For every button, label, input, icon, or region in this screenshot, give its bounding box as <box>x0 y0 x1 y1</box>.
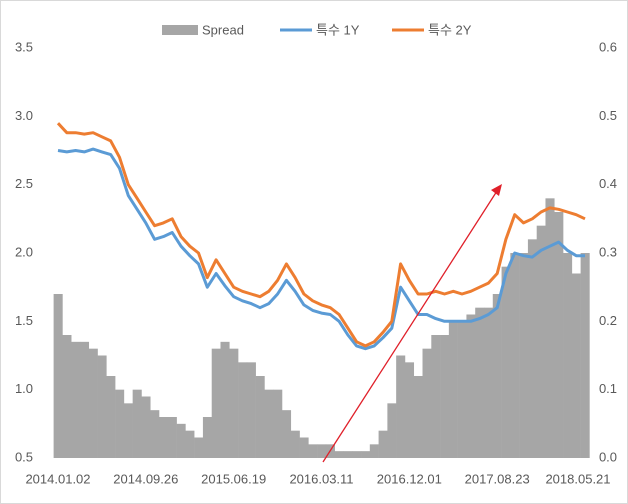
spread-bar <box>563 253 573 458</box>
spread-bar <box>483 307 494 458</box>
spread-bar <box>220 341 230 458</box>
y-tick-label: 3.5 <box>15 39 33 54</box>
y2-tick-label: 0.5 <box>599 108 617 123</box>
spread-bar <box>466 314 476 458</box>
spread-bar <box>229 348 239 458</box>
spread-bar <box>150 410 160 458</box>
y2-tick-label: 0.1 <box>599 381 617 396</box>
spread-bar <box>255 376 265 458</box>
spread-bar <box>501 266 511 458</box>
y-tick-label: 2.0 <box>15 244 33 259</box>
spread-bar <box>273 389 283 458</box>
trend-arrow <box>322 190 498 463</box>
spread-bar <box>387 403 397 458</box>
x-tick-label: 2017.08.23 <box>465 471 530 486</box>
y-tick-label: 2.5 <box>15 176 33 191</box>
spread-bar <box>536 225 546 458</box>
spread-bar <box>361 451 371 458</box>
spread-bar <box>176 423 186 458</box>
legend-label: 특수 1Y <box>316 22 360 37</box>
spread-bar <box>308 444 318 458</box>
spread-bar <box>264 389 274 458</box>
spread-bar <box>422 348 432 458</box>
spread-bar <box>194 437 204 458</box>
spread-bar <box>159 417 169 458</box>
y-tick-label: 1.0 <box>15 381 33 396</box>
spread-bar <box>334 451 344 458</box>
spread-bar <box>492 294 502 458</box>
x-tick-label: 2014.09.26 <box>113 471 178 486</box>
spread-bar <box>519 253 529 458</box>
spread-bar <box>238 362 248 458</box>
arrow-head <box>491 184 502 196</box>
spread-bar <box>510 253 520 458</box>
spread-bar <box>369 444 379 458</box>
legend-label: 특수 2Y <box>428 22 472 37</box>
x-tick-label: 2018.05.21 <box>545 471 610 486</box>
spread-bar <box>123 403 133 458</box>
y2-tick-label: 0.0 <box>599 449 617 464</box>
spread-bar <box>352 451 362 458</box>
spread-bar <box>396 355 406 458</box>
spread-bar <box>580 253 590 458</box>
spread-bar <box>141 396 151 458</box>
spread-bar <box>53 294 63 458</box>
spread-bar <box>378 430 388 458</box>
spread-bar <box>88 348 98 458</box>
spread-bar <box>167 417 177 458</box>
spread-bar <box>106 376 116 458</box>
legend: Spread 특수 1Y 특수 2Y <box>162 22 472 37</box>
spread-bar <box>211 348 221 458</box>
y2-tick-label: 0.6 <box>599 39 617 54</box>
y-tick-label: 0.5 <box>15 449 33 464</box>
spread-bar <box>343 451 353 458</box>
spread-bar <box>554 212 564 458</box>
y2-tick-label: 0.2 <box>599 313 617 328</box>
series-line <box>57 147 585 351</box>
spread-bar <box>79 341 90 458</box>
spread-bar <box>571 273 581 458</box>
x-tick-label: 2015.06.19 <box>201 471 266 486</box>
y-tick-label: 3.0 <box>15 108 33 123</box>
y-tick-label: 1.5 <box>15 313 33 328</box>
spread-bar <box>299 437 309 458</box>
spread-bar <box>440 335 450 458</box>
spread-bar <box>431 335 441 458</box>
spread-bar <box>185 430 195 458</box>
spread-bar <box>281 410 292 458</box>
spread-bar <box>97 355 107 458</box>
y2-tick-label: 0.3 <box>599 244 617 259</box>
legend-label: Spread <box>202 22 244 37</box>
spread-bar <box>527 239 537 458</box>
spread-bar <box>71 341 81 458</box>
spread-bar <box>545 198 555 459</box>
spread-bar <box>62 335 72 458</box>
x-tick-label: 2016.03.11 <box>289 471 353 486</box>
spread-bar <box>457 321 467 458</box>
spread-bar <box>448 321 458 458</box>
spread-bar <box>132 389 142 458</box>
x-tick-label: 2014.01.02 <box>25 471 90 486</box>
spread-bar <box>115 389 125 458</box>
spread-bar <box>413 376 423 458</box>
plot-area <box>53 122 590 459</box>
x-tick-label: 2016.12.01 <box>377 471 442 486</box>
spread-bar <box>290 430 300 458</box>
spread-bar <box>475 307 485 458</box>
series-line <box>56 122 586 348</box>
spread-bar <box>246 362 256 458</box>
spread-bar <box>404 362 415 458</box>
spread-bar <box>317 444 327 458</box>
spread-bar <box>202 417 213 458</box>
y2-tick-label: 0.4 <box>599 176 617 191</box>
legend-swatch <box>162 25 198 35</box>
